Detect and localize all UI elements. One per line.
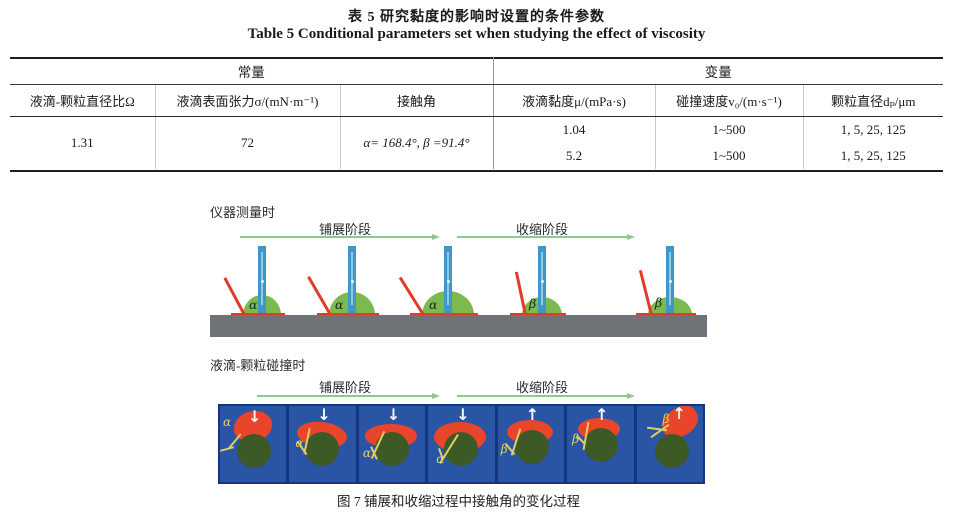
col-header-surface-tension: 液滴表面张力σ/(mN·m⁻¹) <box>154 84 340 117</box>
needle-icon <box>258 246 266 313</box>
simulation-frame: ↓ α <box>286 406 356 482</box>
recoil-stage-arrow-1 <box>457 236 627 238</box>
col-header-viscosity: 液滴黏度μ/(mPa·s) <box>492 84 656 117</box>
frame-angle-label: α <box>295 436 304 450</box>
arrow-right-icon <box>432 392 440 399</box>
table-bottom-rule <box>10 170 943 172</box>
frame-angle-label: α <box>436 452 445 466</box>
arrow-right-icon <box>432 233 440 240</box>
needle-icon <box>348 246 356 313</box>
simulation-frame: ↓ α <box>220 406 287 482</box>
contact-angle-tangent-line <box>398 277 425 316</box>
instrument-measurement-label: 仪器测量时 <box>210 205 276 220</box>
frame-angle-label: α <box>223 415 232 429</box>
group-header-variable: 变量 <box>492 57 944 85</box>
down-arrow-icon: ↓ <box>386 406 401 424</box>
contact-angle-tangent-line <box>638 270 653 316</box>
contact-baseline <box>636 313 696 315</box>
particle-circle <box>305 432 340 466</box>
simulation-frame: ↑ β <box>494 406 565 482</box>
up-arrow-icon: ↑ <box>595 406 609 424</box>
needle-icon <box>538 246 546 313</box>
cell-ratio-value: 1.31 <box>70 135 94 150</box>
angle-label: α <box>335 297 344 312</box>
up-arrow-icon: ↑ <box>525 406 540 424</box>
col-header-particle-diameter: 颗粒直径dₚ/μm <box>802 84 944 117</box>
contact-angle-tangent-line <box>223 277 246 316</box>
spreading-stage-arrow-1 <box>240 236 432 238</box>
spreading-stage-arrow-2 <box>257 395 432 397</box>
cell-contact-angle-value: α= 168.4°, β =91.4° <box>339 116 494 169</box>
frame-angle-label: β <box>572 432 580 446</box>
up-arrow-icon: ↑ <box>672 406 686 423</box>
cell-velocity-2: 1~500 <box>654 143 804 169</box>
frame-angle-label: β <box>500 442 508 456</box>
simulation-frame: ↓ α <box>355 406 426 482</box>
col-header-impact-velocity: 碰撞速度v₀/(m·s⁻¹) <box>654 84 804 117</box>
angle-label: β <box>529 296 537 311</box>
needle-icon <box>666 246 674 313</box>
table-row: 1.31 72 α= 168.4°, β =91.4° 1.04 1~500 1… <box>10 116 944 169</box>
cell-diameter-1: 1, 5, 25, 125 <box>802 116 944 143</box>
table-title-en: Table 5 Conditional parameters set when … <box>247 26 706 42</box>
contact-baseline <box>410 313 478 315</box>
frame-angle-label: β <box>662 412 670 426</box>
contact-baseline <box>510 313 566 315</box>
simulation-frame: ↑ β <box>633 406 703 482</box>
cell-viscosity-1: 1.04 <box>492 116 656 143</box>
droplet-particle-collision-label: 液滴-颗粒碰撞时 <box>210 358 306 373</box>
figure-7: 仪器测量时 铺展阶段 收缩阶段 α α α β <box>0 195 953 514</box>
spreading-stage-label-1: 铺展阶段 <box>318 222 371 237</box>
recoil-stage-arrow-2 <box>457 395 627 397</box>
particle-circle <box>237 434 271 468</box>
needle-icon <box>444 246 452 313</box>
simulation-frame: ↓ α <box>425 406 495 482</box>
substrate-bar <box>210 315 707 337</box>
angle-label: α <box>249 297 258 312</box>
particle-circle <box>584 428 619 462</box>
simulation-frame: ↑ β <box>564 406 634 482</box>
cell-diameter-2: 1, 5, 25, 125 <box>802 143 944 169</box>
table-title-zh: 表 5 研究黏度的影响时设置的条件参数 <box>348 10 605 25</box>
frame-angle-label: α <box>362 446 371 460</box>
col-header-contact-angle: 接触角 <box>339 84 494 117</box>
col-header-diameter-ratio: 液滴-颗粒直径比Ω <box>10 84 155 117</box>
figure-caption: 图 7 铺展和收缩过程中接触角的变化过程 <box>337 494 580 509</box>
cell-viscosity-2: 5.2 <box>492 143 656 169</box>
down-arrow-icon: ↓ <box>456 406 470 424</box>
recoil-stage-label-2: 收缩阶段 <box>515 380 568 395</box>
contact-baseline <box>231 313 285 315</box>
table-row: 5.2 1~500 1, 5, 25, 125 <box>10 143 944 169</box>
cell-surface-tension-value: 72 <box>154 116 340 169</box>
particle-circle <box>514 430 549 464</box>
recoil-stage-label-1: 收缩阶段 <box>515 222 568 237</box>
parameters-table: 常量 变量 液滴-颗粒直径比Ω 液滴表面张力σ/(mN·m⁻¹) 接触角 液滴黏… <box>10 57 944 169</box>
down-arrow-icon: ↓ <box>317 406 331 424</box>
spreading-stage-label-2: 铺展阶段 <box>318 380 371 395</box>
down-arrow-icon: ↓ <box>248 407 262 426</box>
group-header-constant: 常量 <box>10 57 494 85</box>
angle-label: α <box>429 297 438 312</box>
contact-baseline <box>317 313 379 315</box>
angle-label: β <box>655 295 663 310</box>
cell-velocity-1: 1~500 <box>654 116 804 143</box>
contact-angle-tangent-line <box>307 276 332 316</box>
arrow-right-icon <box>627 233 635 240</box>
angle-marker-line <box>220 446 235 452</box>
simulation-frame-strip: ↓ α ↓ α ↓ α <box>218 404 705 484</box>
contact-angle-tangent-line <box>514 271 527 316</box>
arrow-right-icon <box>627 392 635 399</box>
particle-circle <box>654 434 689 468</box>
